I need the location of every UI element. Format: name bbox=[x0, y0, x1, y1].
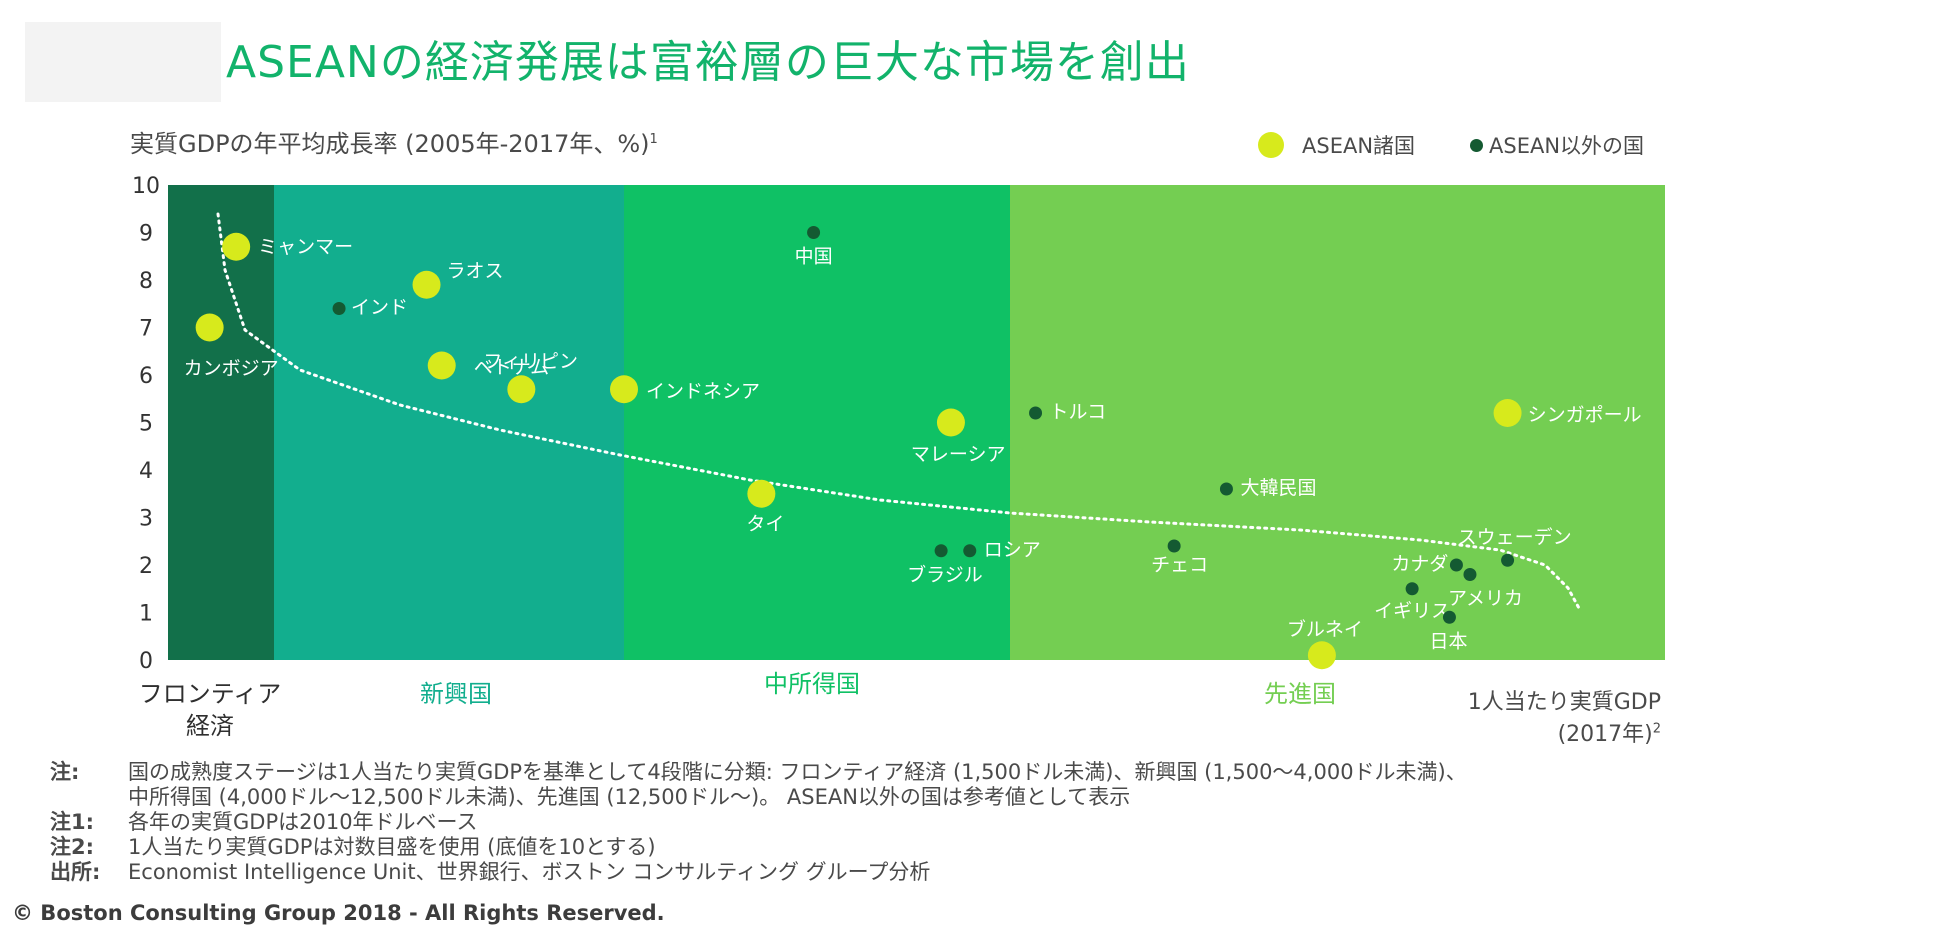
point-label: アメリカ bbox=[1448, 588, 1523, 610]
y-axis-title-footnote: 1 bbox=[649, 132, 658, 147]
note-main-line1: 国の成熟度ステージは1人当たり実質GDPを基準として4段階に分類: フロンティア… bbox=[128, 760, 1467, 784]
y-tick-label: 5 bbox=[139, 412, 153, 437]
point-label: カンボジア bbox=[184, 358, 279, 380]
other-point bbox=[1442, 610, 1456, 624]
point-label: ラオス bbox=[447, 260, 504, 282]
y-axis-title: 実質GDPの年平均成長率 (2005年-2017年、%)1 bbox=[130, 124, 658, 159]
y-tick-label: 1 bbox=[139, 602, 153, 627]
copyright-notice: © Boston Consulting Group 2018 - All Rig… bbox=[12, 901, 665, 925]
page-title: ASEANの経済発展は富裕層の巨大な市場を創出 bbox=[226, 37, 1190, 88]
note-2-text: 1人当たり実質GDPは対数目盛を使用 (底値を10とする) bbox=[128, 835, 656, 859]
legend-asean: ASEAN諸国 bbox=[1258, 130, 1415, 160]
other-point bbox=[1405, 582, 1419, 596]
other-point bbox=[1219, 482, 1233, 496]
legend-other-label: ASEAN以外の国 bbox=[1489, 134, 1645, 158]
asean-point bbox=[1307, 641, 1336, 670]
x-axis-title-year: (2017年) bbox=[1557, 722, 1653, 747]
other-point bbox=[963, 544, 977, 558]
point-label: ブラジル bbox=[907, 563, 983, 586]
point-label: 日本 bbox=[1429, 630, 1467, 652]
point-label: ミャンマー bbox=[258, 236, 353, 258]
y-tick-label: 4 bbox=[139, 459, 153, 484]
other-point bbox=[807, 226, 821, 239]
zone-rect-1 bbox=[274, 185, 624, 660]
asean-point bbox=[747, 479, 776, 508]
asean-point bbox=[222, 232, 251, 261]
point-label: トルコ bbox=[1050, 401, 1107, 423]
point-label: チェコ bbox=[1151, 554, 1208, 576]
note-2: 注2: 1人当たり実質GDPは対数目盛を使用 (底値を10とする) bbox=[50, 835, 1467, 860]
zone-rect-0 bbox=[168, 185, 274, 660]
other-point bbox=[1167, 539, 1181, 553]
y-tick-label: 6 bbox=[139, 364, 153, 389]
point-label: インドネシア bbox=[646, 380, 760, 402]
note-source-key: 出所: bbox=[50, 860, 101, 884]
asean-point bbox=[1493, 399, 1522, 427]
legend-other: ASEAN以外の国 bbox=[1470, 130, 1644, 160]
y-tick-label: 3 bbox=[139, 507, 153, 532]
zone-label-0: フロンティア bbox=[139, 680, 282, 708]
y-tick-label: 10 bbox=[132, 174, 160, 199]
zone-label-1: 新興国 bbox=[420, 680, 492, 708]
asean-point bbox=[610, 375, 638, 404]
point-label: カナダ bbox=[1391, 553, 1448, 575]
other-point bbox=[1029, 406, 1043, 420]
asean-point bbox=[195, 313, 224, 342]
x-axis-title-line1: 1人当たり実質GDP bbox=[1467, 690, 1661, 715]
other-point bbox=[1463, 568, 1477, 581]
y-tick-label: 8 bbox=[139, 269, 153, 294]
y-tick-label: 9 bbox=[139, 222, 153, 247]
note-1-text: 各年の実質GDPは2010年ドルベース bbox=[128, 810, 478, 834]
point-label: 大韓民国 bbox=[1240, 477, 1316, 499]
y-tick-label: 7 bbox=[139, 317, 153, 342]
footnotes: 注: 国の成熟度ステージは1人当たり実質GDPを基準として4段階に分類: フロンテ… bbox=[50, 760, 1467, 885]
note-source-text: Economist Intelligence Unit、世界銀行、ボストン コン… bbox=[128, 860, 931, 884]
point-label: インド bbox=[351, 297, 408, 319]
note-main: 注: 国の成熟度ステージは1人当たり実質GDPを基準として4段階に分類: フロンテ… bbox=[50, 760, 1467, 785]
point-label: ロシア bbox=[984, 539, 1041, 561]
zone-label-2: 中所得国 bbox=[764, 670, 860, 698]
legend-other-dot-icon bbox=[1470, 138, 1483, 152]
legend-asean-label: ASEAN諸国 bbox=[1302, 134, 1416, 158]
note-main-line2: 中所得国 (4,000ドル〜12,500ドル未満)、先進国 (12,500ドル〜… bbox=[128, 785, 1131, 809]
asean-point bbox=[507, 375, 536, 404]
note-2-key: 注2: bbox=[50, 835, 95, 859]
trend-line bbox=[216, 212, 1582, 612]
zone-rect-3 bbox=[1010, 185, 1665, 660]
asean-point bbox=[427, 351, 456, 380]
point-label: マレーシア bbox=[911, 444, 1006, 466]
y-axis-title-text: 実質GDPの年平均成長率 (2005年-2017年、%) bbox=[130, 130, 650, 158]
note-1-key: 注1: bbox=[50, 810, 95, 834]
asean-point bbox=[936, 408, 965, 437]
zone-label-0-line2: 経済 bbox=[186, 712, 234, 740]
point-label: スウェーデン bbox=[1458, 526, 1572, 548]
note-source: 出所: Economist Intelligence Unit、世界銀行、ボストン… bbox=[50, 860, 1467, 885]
x-axis-title-footnote: 2 bbox=[1652, 721, 1661, 737]
other-point bbox=[934, 544, 948, 558]
other-point bbox=[1501, 553, 1515, 567]
other-point bbox=[1449, 558, 1463, 572]
x-axis-title-line2: (2017年)2 bbox=[1558, 716, 1661, 748]
note-1: 注1: 各年の実質GDPは2010年ドルベース bbox=[50, 810, 1467, 835]
title-placeholder-box bbox=[25, 22, 221, 102]
point-label: シンガポール bbox=[1528, 404, 1642, 426]
y-tick-label: 2 bbox=[139, 554, 153, 579]
point-label: ベトナム bbox=[474, 357, 549, 379]
asean-point bbox=[412, 270, 441, 299]
legend-asean-dot-icon bbox=[1258, 132, 1284, 158]
point-label: 中国 bbox=[795, 246, 833, 268]
zone-label-3: 先進国 bbox=[1264, 680, 1336, 708]
y-tick-label: 0 bbox=[139, 649, 153, 674]
note-main-key: 注: bbox=[50, 760, 80, 784]
point-label: フィリピン bbox=[483, 350, 578, 372]
point-label: ブルネイ bbox=[1287, 617, 1363, 640]
point-label: タイ bbox=[746, 513, 784, 535]
point-label: イギリス bbox=[1374, 600, 1450, 622]
other-point bbox=[332, 302, 346, 315]
